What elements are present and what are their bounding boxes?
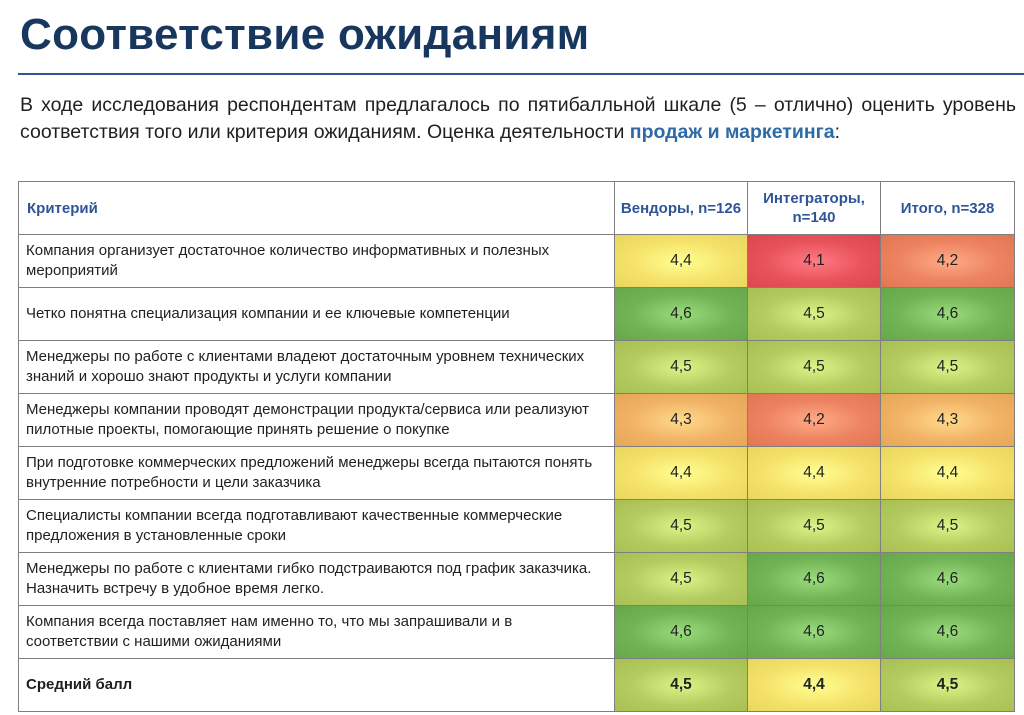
vendors-score-cell: 4,5 [614,552,748,606]
criterion-cell: Менеджеры по работе с клиентами гибко по… [18,552,615,606]
table-row: Менеджеры компании проводят демонстрации… [18,393,1015,447]
integrators-score-cell: 4,6 [747,605,881,659]
total-score-cell: 4,2 [880,234,1015,288]
integrators-score-cell: 4,4 [747,446,881,500]
table-row: Компания организует достаточное количест… [18,234,1015,288]
page-title: Соответствие ожиданиям [20,10,590,59]
vendors-score-cell: 4,5 [614,499,748,553]
total-score-cell: 4,5 [880,340,1015,394]
table-row: Менеджеры по работе с клиентами владеют … [18,340,1015,394]
header-vendors: Вендоры, n=126 [614,181,748,235]
criterion-cell: Специалисты компании всегда подготавлива… [18,499,615,553]
vendors-score-cell: 4,6 [614,287,748,341]
table-row: Специалисты компании всегда подготавлива… [18,499,1015,553]
ratings-table: Критерий Вендоры, n=126 Интеграторы, n=1… [18,181,1015,712]
header-total: Итого, n=328 [880,181,1015,235]
total-score-cell: 4,6 [880,605,1015,659]
criterion-cell: Компания всегда поставляет нам именно то… [18,605,615,659]
vendors-score-cell: 4,6 [614,605,748,659]
integrators-score-cell: 4,2 [747,393,881,447]
table-row: Компания всегда поставляет нам именно то… [18,605,1015,659]
integrators-score-cell: 4,6 [747,552,881,606]
average-row: Средний балл 4,5 4,4 4,5 [18,658,1015,712]
vendors-score-cell: 4,5 [614,340,748,394]
vendors-score-cell: 4,3 [614,393,748,447]
criterion-cell: Четко понятна специализация компании и е… [18,287,615,341]
integrators-score-cell: 4,1 [747,234,881,288]
criterion-cell: Компания организует достаточное количест… [18,234,615,288]
vendors-average-cell: 4,5 [614,658,748,712]
header-integrators: Интеграторы, n=140 [747,181,881,235]
header-criterion: Критерий [18,181,615,235]
average-label: Средний балл [18,658,615,712]
integrators-score-cell: 4,5 [747,499,881,553]
vendors-score-cell: 4,4 [614,446,748,500]
total-score-cell: 4,6 [880,287,1015,341]
intro-paragraph: В ходе исследования респондентам предлаг… [20,92,1016,146]
criterion-cell: Менеджеры по работе с клиентами владеют … [18,340,615,394]
table-row: Четко понятна специализация компании и е… [18,287,1015,341]
intro-text: В ходе исследования респондентам предлаг… [20,94,1016,143]
integrators-score-cell: 4,5 [747,340,881,394]
total-score-cell: 4,5 [880,499,1015,553]
total-score-cell: 4,6 [880,552,1015,606]
criterion-cell: Менеджеры компании проводят демонстрации… [18,393,615,447]
intro-highlight: продаж и маркетинга [629,121,835,143]
total-average-cell: 4,5 [880,658,1015,712]
table-header-row: Критерий Вендоры, n=126 Интеграторы, n=1… [18,181,1015,235]
vendors-score-cell: 4,4 [614,234,748,288]
total-score-cell: 4,3 [880,393,1015,447]
integrators-average-cell: 4,4 [747,658,881,712]
table-row: Менеджеры по работе с клиентами гибко по… [18,552,1015,606]
title-divider [18,73,1024,75]
intro-suffix: : [834,121,840,143]
table-row: При подготовке коммерческих предложений … [18,446,1015,500]
integrators-score-cell: 4,5 [747,287,881,341]
criterion-cell: При подготовке коммерческих предложений … [18,446,615,500]
total-score-cell: 4,4 [880,446,1015,500]
